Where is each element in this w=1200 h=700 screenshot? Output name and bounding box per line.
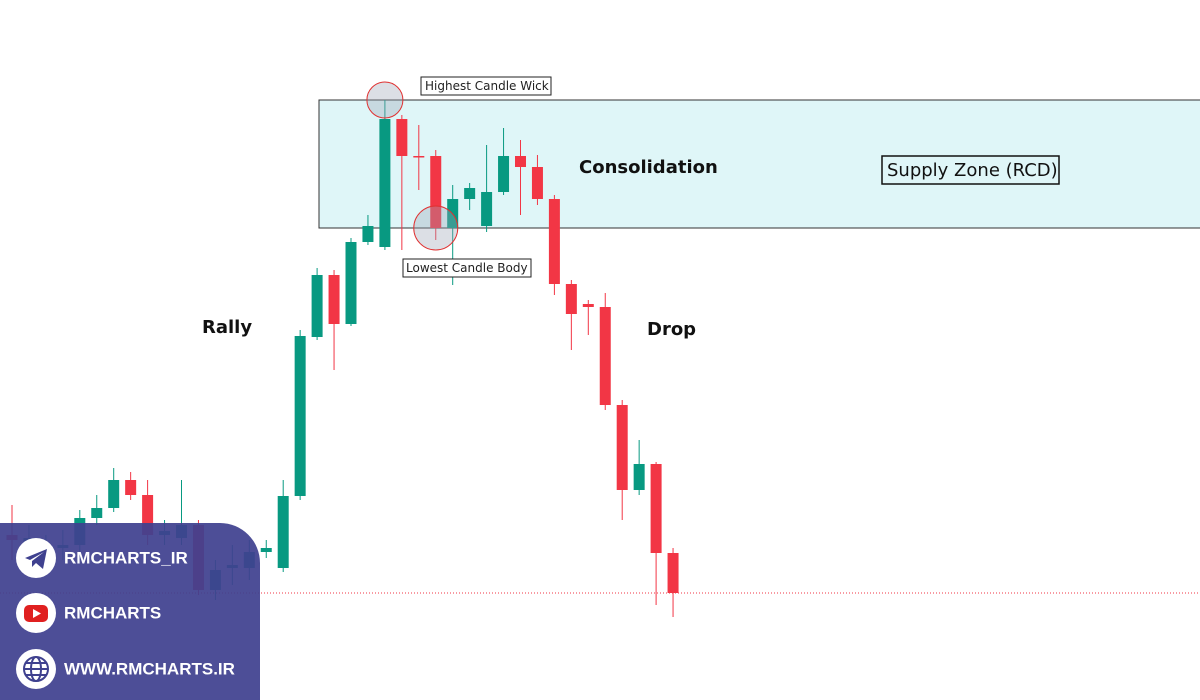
panel-bg: [0, 523, 260, 700]
candle-body: [345, 242, 357, 324]
candle-body: [498, 156, 510, 192]
note: Highest Candle Wick: [425, 79, 549, 93]
label: Rally: [202, 317, 252, 338]
label: Drop: [647, 319, 696, 340]
social-panel: RMCHARTS_IR RMCHARTS WWW.RMCHARTS.IR: [0, 523, 260, 700]
candle-body: [294, 336, 306, 496]
candle-body: [582, 304, 594, 307]
note-box: [420, 76, 552, 96]
candle-body: [565, 284, 577, 314]
zone-label-box: [881, 155, 1060, 185]
note-box: [402, 258, 532, 278]
candle-body: [379, 119, 391, 247]
candle-body: [260, 548, 272, 552]
candle-body: [430, 156, 442, 228]
candle-body: [667, 553, 679, 593]
candle-body: [548, 199, 560, 284]
candle-body: [464, 188, 476, 199]
highlight-circle: [366, 81, 404, 119]
candle-body: [413, 156, 425, 158]
candle-body: [616, 405, 628, 490]
highlight-circle: [413, 205, 459, 251]
candle-body: [91, 508, 103, 518]
panel-text: RMCHARTS: [64, 603, 161, 622]
candle-body: [650, 464, 662, 553]
candle-body: [142, 495, 154, 535]
candle-body: [599, 307, 611, 405]
panel-text: WWW.RMCHARTS.IR: [64, 659, 235, 678]
supply-zone: [318, 99, 1200, 229]
note: Lowest Candle Body: [406, 261, 528, 275]
candle-body: [125, 480, 137, 495]
youtube-play: [33, 609, 41, 618]
zone-label: Supply Zone (RCD): [887, 160, 1058, 181]
candle-body: [396, 119, 408, 156]
candle-body: [328, 275, 340, 324]
telegram-glyph: [25, 549, 47, 569]
panel-text: RMCHARTS_IR: [64, 548, 188, 567]
candle-body: [481, 192, 493, 226]
candle-body: [515, 156, 526, 167]
candle-body: [633, 464, 645, 490]
label: Consolidation: [579, 157, 718, 178]
candle-body: [311, 275, 323, 337]
candle-body: [362, 226, 374, 242]
web-glyph: [23, 656, 49, 682]
candle-body: [108, 480, 120, 508]
candle-body: [277, 496, 289, 568]
candle-body: [531, 167, 543, 199]
